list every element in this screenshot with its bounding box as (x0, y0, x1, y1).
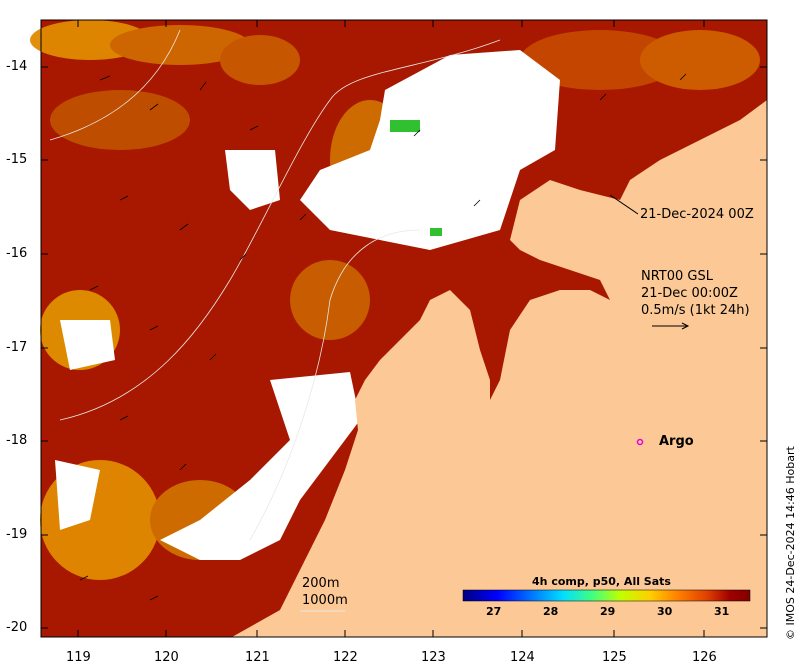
colorbar-tick-label: 30 (657, 605, 673, 618)
lat-tick-label: -17 (6, 340, 28, 355)
depth-contours (49, 29, 501, 541)
argo-label: Argo (659, 434, 694, 449)
lon-tick-label: 120 (154, 650, 179, 665)
current-info-line1: NRT00 GSL (641, 269, 713, 284)
depth-label-200m: 200m (302, 576, 340, 591)
colorbar-title: 4h comp, p50, All Sats (532, 575, 671, 588)
lat-tick-label: -16 (6, 246, 28, 261)
colorbar-tick-label: 27 (486, 605, 502, 618)
lat-tick-label: -20 (6, 620, 28, 635)
depth-label-1000m: 1000m (302, 593, 348, 608)
lon-tick-label: 126 (692, 650, 717, 665)
current-info-line3: 0.5m/s (1kt 24h) (641, 303, 750, 318)
date-pointer-line (609, 194, 639, 215)
colorbar (462, 589, 751, 602)
current-vectors (79, 73, 687, 601)
lon-tick-label: 121 (245, 650, 270, 665)
colorbar-tick-label: 28 (543, 605, 559, 618)
reference-arrow-icon (652, 322, 690, 330)
colorbar-tick-label: 29 (600, 605, 616, 618)
cool-spots (390, 120, 442, 236)
lon-tick-label: 119 (66, 650, 91, 665)
lat-tick-label: -15 (6, 152, 28, 167)
argo-marker-icon (636, 438, 644, 446)
land-mass (232, 20, 767, 637)
lon-tick-label: 122 (333, 650, 358, 665)
colorbar-tick-label: 31 (714, 605, 730, 618)
current-info-line2: 21-Dec 00:00Z (641, 286, 738, 301)
plot-frame (40, 19, 768, 638)
lon-tick-label: 125 (602, 650, 627, 665)
axis-ticks (41, 20, 767, 637)
lat-tick-label: -14 (6, 59, 28, 74)
cloud-mask (55, 50, 560, 560)
credit-text: © IMOS 24-Dec-2024 14:46 Hobart (784, 446, 797, 640)
lon-tick-label: 124 (510, 650, 535, 665)
lon-tick-label: 123 (421, 650, 446, 665)
lat-tick-label: -19 (6, 527, 28, 542)
lat-tick-label: -18 (6, 433, 28, 448)
date-annotation: 21-Dec-2024 00Z (640, 207, 754, 222)
